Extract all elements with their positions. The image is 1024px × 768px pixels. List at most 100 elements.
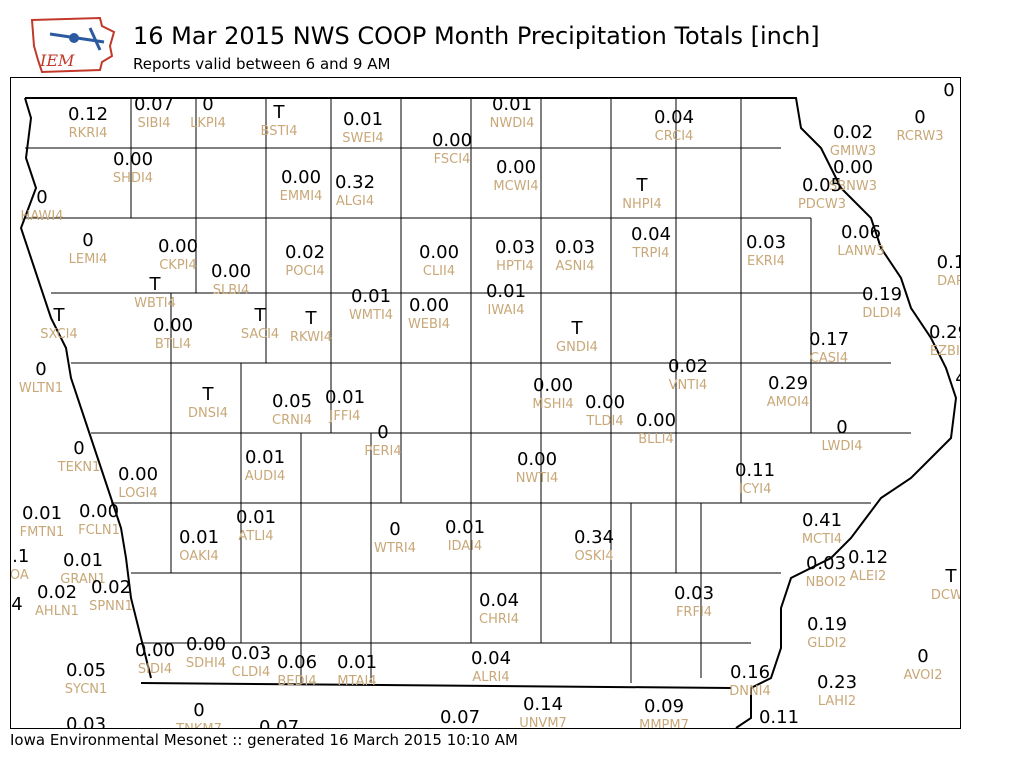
- station-id: NWTI4: [515, 471, 559, 486]
- station-id: LANW3: [837, 244, 885, 259]
- station-value: 0.00: [635, 410, 677, 431]
- station-value: 0.01: [62, 550, 104, 571]
- station-value: 0.1: [11, 546, 30, 567]
- station-value: 0: [943, 80, 955, 101]
- station-id: GNDI4: [556, 340, 598, 355]
- station-id: HAWI4: [20, 209, 64, 224]
- station-value: T: [254, 305, 266, 326]
- station-id: WEBI4: [407, 317, 451, 332]
- station-id: CRCI4: [654, 129, 694, 144]
- station-id: JFFI4: [329, 409, 361, 424]
- station-value: 0.00: [280, 167, 322, 188]
- station-value: 0.01: [485, 281, 527, 302]
- station-value: 0.04: [470, 648, 512, 669]
- station-id: LEMI4: [68, 252, 108, 267]
- station-id: DLDI4: [862, 306, 902, 321]
- station-value: 0.00: [516, 449, 558, 470]
- station-value: 0.02: [832, 122, 874, 143]
- footer-credit: Iowa Environmental Mesonet :: generated …: [10, 731, 518, 749]
- station-id: ALRI4: [472, 670, 510, 685]
- station-id: LKPI4: [190, 116, 226, 131]
- station-value: 0.00: [185, 634, 227, 655]
- station-value: 0.19: [806, 614, 848, 635]
- station-id: IDAI4: [447, 539, 483, 554]
- station-id: EZBI2: [929, 344, 960, 359]
- station-value: 0: [82, 230, 94, 251]
- station-value: T: [945, 566, 957, 587]
- station-value: 0.11: [758, 707, 800, 728]
- station-value: 0.03: [230, 643, 272, 664]
- station-id: SPNN1: [89, 599, 133, 614]
- station-value: 0.00: [418, 242, 460, 263]
- station-value: 0.1: [936, 252, 960, 273]
- station-value: 0.07: [133, 94, 175, 115]
- station-value: 0.12: [847, 547, 889, 568]
- station-id: FSCI4: [433, 152, 471, 167]
- station-value: T: [571, 318, 583, 339]
- station-value: 0.00: [112, 149, 154, 170]
- station-id: NHPI4: [622, 197, 662, 212]
- station-id: WBTI4: [134, 296, 176, 311]
- station-id: DNNI4: [729, 684, 771, 699]
- station-id: UNVM7: [519, 716, 567, 729]
- station-id: MTAI4: [337, 674, 377, 689]
- station-id: DAR: [937, 274, 960, 289]
- station-id: POCI4: [285, 264, 325, 279]
- page-subtitle: Reports valid between 6 and 9 AM: [133, 55, 391, 73]
- station-id: BTLI4: [154, 337, 192, 352]
- station-id: SDHI4: [185, 656, 227, 671]
- station-id: CRNI4: [272, 413, 312, 428]
- station-id: AOA: [10, 568, 29, 583]
- station-id: AMOI4: [766, 395, 810, 410]
- station-value: 4: [11, 594, 23, 615]
- station-value: 0.07: [439, 707, 481, 728]
- map-frame[interactable]: 0.12 RKRI4 0.07 SIBI4 0 LKPI4 T BSTI4 0.01 SWEI4 0…: [10, 77, 961, 729]
- station-value: 0: [914, 107, 926, 128]
- station-value: 0.00: [408, 295, 450, 316]
- station-value: 0.03: [65, 714, 107, 729]
- station-id: CHRI4: [479, 612, 519, 627]
- station-id: CLDI4: [231, 665, 271, 680]
- station-value: 0.16: [729, 662, 771, 683]
- station-value: 0.00: [532, 375, 574, 396]
- station-id: ATLI4: [238, 529, 274, 544]
- station-value: 0: [389, 519, 401, 540]
- station-value: 0: [917, 646, 929, 667]
- station-id: NWDI4: [489, 116, 535, 131]
- station-value: 0.01: [342, 109, 384, 130]
- station-value: 0.09: [643, 696, 685, 717]
- station-id: FMTN1: [19, 525, 65, 540]
- station-id: IWAI4: [487, 303, 525, 318]
- station-value: 4: [955, 370, 960, 388]
- station-id: LWDI4: [821, 439, 863, 454]
- station-id: TRPI4: [632, 246, 670, 261]
- station-id: TLDI4: [586, 414, 624, 429]
- iowa-border: [25, 97, 958, 728]
- station-value: 0.06: [276, 652, 318, 673]
- station-value: 0.03: [745, 232, 787, 253]
- station-id: ASNI4: [555, 259, 595, 274]
- station-id: ICYI4: [738, 482, 772, 497]
- station-value: 0.41: [801, 510, 843, 531]
- station-id: BSTI4: [260, 124, 298, 139]
- station-id: AHLN1: [35, 604, 79, 619]
- station-value: 0.00: [78, 501, 120, 522]
- station-id: SIBI4: [137, 116, 171, 131]
- station-id: GMIW3: [829, 144, 877, 159]
- station-value: 0.05: [65, 660, 107, 681]
- station-value: 0: [73, 438, 85, 459]
- station-id: MSHI4: [532, 397, 574, 412]
- station-value: 0.00: [584, 392, 626, 413]
- station-id: MMPM7: [639, 718, 689, 729]
- station-id: VNTI4: [668, 378, 708, 393]
- station-id: AUDI4: [244, 469, 286, 484]
- station-id: GLDI2: [807, 636, 847, 651]
- station-id: ALEI2: [849, 569, 887, 584]
- station-value: 0.02: [36, 582, 78, 603]
- station-id: DNSI4: [187, 406, 229, 421]
- station-id: TNKM7: [176, 723, 222, 728]
- station-id: RKWI4: [289, 330, 333, 345]
- station-value: 0: [377, 422, 389, 443]
- station-id: OSKI4: [574, 549, 614, 564]
- station-value: 0.19: [861, 284, 903, 305]
